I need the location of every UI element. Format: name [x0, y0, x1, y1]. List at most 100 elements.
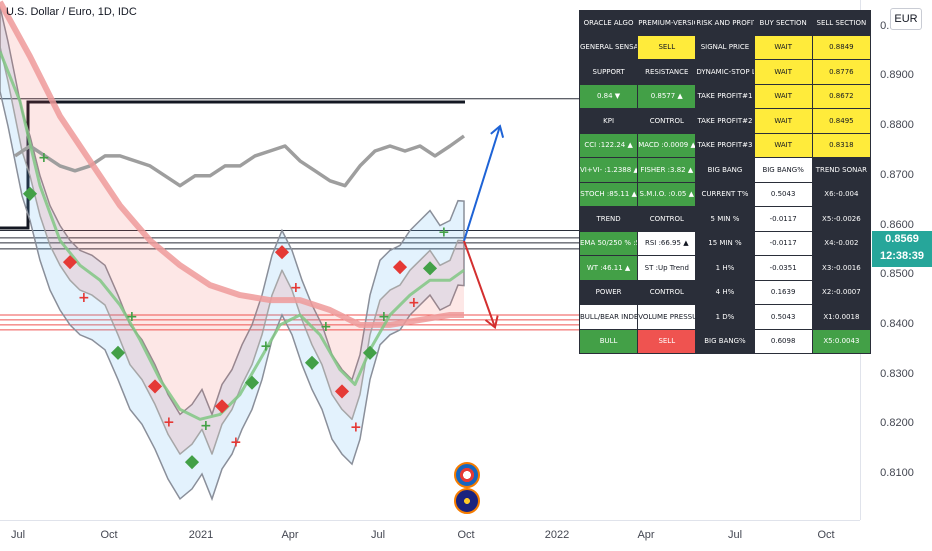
table-cell: VI+VI- :1.2388 ▲	[578, 157, 639, 183]
table-cell: WAIT	[753, 108, 813, 134]
signal-plus-6: +	[260, 339, 272, 355]
table-cell: STOCH :85.11 ▲	[578, 181, 639, 207]
signal-plus-1: +	[78, 290, 90, 306]
signal-diamond-4	[184, 455, 200, 470]
table-row: 0.84 ▼ 0.8577 ▲ TAKE PROFIT#1 WAIT 0.8672	[578, 83, 872, 109]
table-cell: 0.1639	[753, 279, 813, 305]
signal-plus-0: +	[38, 150, 50, 166]
table-cell: KPI	[578, 108, 639, 134]
table-cell: 0.5043	[753, 181, 813, 207]
table-cell: TREND	[578, 206, 639, 232]
table-cell: 0.6098	[753, 328, 813, 354]
last-price-tag: 0.8569 12:38:39	[872, 231, 932, 267]
table-cell: EMA 50/250 % :5.61 ▲	[578, 230, 639, 256]
table-cell: CCI :122.24 ▲	[578, 132, 639, 158]
table-cell: CONTROL	[637, 279, 697, 305]
signal-diamond-8	[304, 355, 320, 370]
currency-badge[interactable]: EUR	[890, 8, 922, 30]
table-cell: SELL SECTION	[811, 10, 872, 36]
signal-plus-9: +	[350, 419, 362, 435]
table-cell: X2:-0.0007	[811, 279, 872, 305]
signal-plus-8: +	[320, 319, 332, 335]
table-cell: MACD :0.0009 ▲	[637, 132, 697, 158]
table-row: WT :46.11 ▲ ST :Up Trend 1 H% -0.0351 X3:-0.…	[578, 255, 872, 281]
table-cell: 0.8577 ▲	[637, 83, 697, 109]
series-line-0	[0, 46, 465, 455]
chart-title: U.S. Dollar / Euro, 1D, IDC	[6, 6, 137, 18]
last-price: 0.8569	[885, 233, 919, 245]
table-cell: 0.8849	[811, 34, 872, 60]
signal-diamond-7	[274, 245, 290, 260]
price-chart[interactable]: + + + + + + + + + + + + +	[0, 0, 860, 520]
table-cell: TREND SONAR	[811, 157, 872, 183]
table-cell: 0.8776	[811, 59, 872, 85]
table-cell: -0.0117	[753, 230, 813, 256]
projection-arrowhead-0	[490, 124, 505, 138]
table-cell: VOLUME PRESSURE	[637, 304, 697, 330]
y-tick-label: 0.8800	[880, 119, 914, 132]
x-tick-label: Oct	[100, 529, 118, 541]
table-cell: SELL	[637, 328, 697, 354]
table-cell: TAKE PROFIT#2	[695, 108, 755, 134]
table-cell: POWER	[578, 279, 639, 305]
signal-plus-10: +	[378, 309, 390, 325]
signal-diamond-2	[110, 345, 126, 360]
cloud-fill	[0, 1, 464, 455]
x-tick-label: Oct	[817, 529, 835, 541]
signal-plus-11: +	[408, 295, 420, 311]
table-cell: PREMIUM-VERSION	[637, 10, 697, 36]
y-tick-label: 0.8700	[880, 168, 914, 181]
signal-plus-3: +	[163, 414, 175, 430]
y-tick-label: 0.8400	[880, 317, 914, 330]
table-cell: WT :46.11 ▲	[578, 255, 639, 281]
eu-flag-icon[interactable]	[454, 488, 480, 514]
projection-arrow-1	[463, 240, 496, 328]
table-cell: S.M.I.O. :0.05 ▲	[637, 181, 697, 207]
table-cell: FISHER :3.82 ▲	[637, 157, 697, 183]
table-row: STOCH :85.11 ▲ S.M.I.O. :0.05 ▲ CURRENT T%…	[578, 181, 872, 207]
table-cell: 0.8672	[811, 83, 872, 109]
signal-diamond-3	[147, 379, 163, 394]
y-tick-label: 0.8600	[880, 218, 914, 231]
table-cell: 15 MIN %	[695, 230, 755, 256]
x-tick-label: Jul	[10, 529, 26, 541]
table-row: KPI CONTROL TAKE PROFIT#2 WAIT 0.8495	[578, 108, 872, 134]
table-row: TREND CONTROL 5 MIN % -0.0117 X5:-0.0026	[578, 206, 872, 232]
time-axis[interactable]: Jul Oct 2021 Apr Jul Oct 2022 Apr Jul Oct	[0, 520, 860, 551]
table-cell: TAKE PROFIT#3	[695, 132, 755, 158]
signal-plus-4: +	[200, 418, 212, 434]
table-row: GENERAL SENSATIONSELLSIGNAL PRICEWAIT0.8…	[578, 34, 872, 60]
table-cell: 0.8318	[811, 132, 872, 158]
signal-diamond-9	[334, 384, 350, 399]
y-tick-label: 0.8100	[880, 467, 914, 479]
signal-diamond-1	[62, 255, 78, 270]
range-box-line	[0, 100, 465, 230]
table-cell: GENERAL SENSATION	[578, 34, 639, 60]
signal-plus-5: +	[230, 434, 242, 450]
table-cell: X3:-0.0016	[811, 255, 872, 281]
table-cell: WAIT	[753, 132, 813, 158]
x-tick-label: Apr	[637, 529, 655, 541]
y-tick-label: 0.8500	[880, 268, 914, 281]
series-line-2	[0, 51, 465, 421]
table-cell: 0.5043	[753, 304, 813, 330]
bar-countdown: 12:38:39	[879, 250, 925, 262]
x-tick-label: Jul	[370, 529, 386, 541]
us-flag-icon[interactable]	[454, 462, 480, 488]
table-cell: 0.8495	[811, 108, 872, 134]
y-tick-label: 0.8200	[880, 417, 914, 430]
projection-arrow-0	[463, 125, 501, 242]
table-row: EMA 50/250 % :5.61 ▲RSI :66.95 ▲15 MIN %…	[578, 230, 872, 256]
table-cell: DYNAMIC-STOP LOSS	[695, 59, 755, 85]
table-cell: BIG BANG%	[695, 328, 755, 354]
x-tick-label: Apr	[281, 529, 299, 541]
signal-plus-2: +	[126, 309, 138, 325]
table-cell: X1:0.0018	[811, 304, 872, 330]
table-cell: 5 MIN %	[695, 206, 755, 232]
signal-diamond-10	[362, 345, 378, 360]
table-cell: RISK AND PROFIT	[695, 10, 755, 36]
